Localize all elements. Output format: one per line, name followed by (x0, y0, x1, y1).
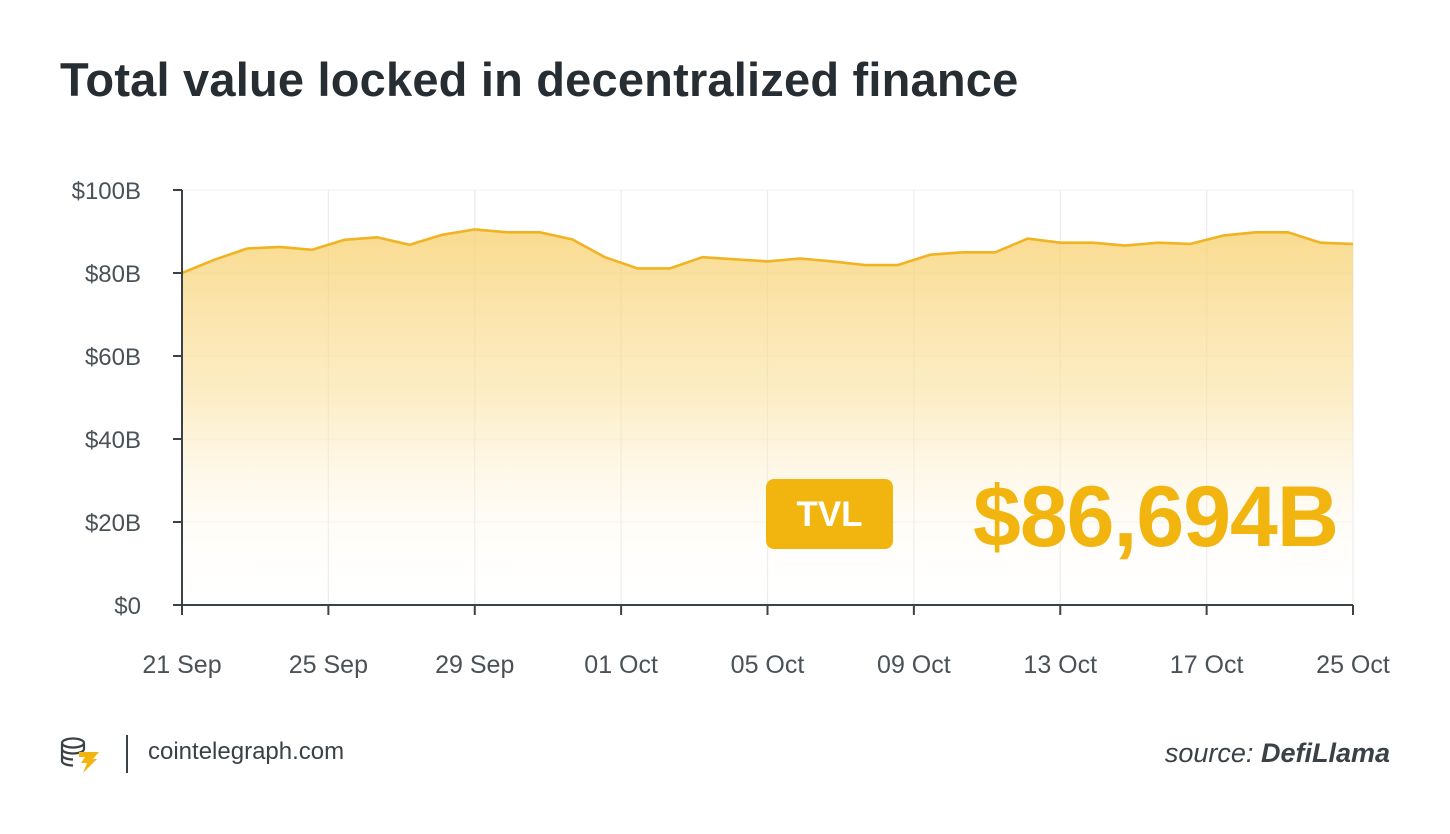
footer-site: cointelegraph.com (148, 738, 345, 765)
y-tick-label: $80B (85, 261, 141, 288)
cointelegraph-logo-icon (60, 737, 99, 773)
x-tick-label: 05 Oct (731, 651, 805, 679)
tvl-value: $86,694B (973, 469, 1339, 565)
x-tick-label: 25 Oct (1316, 651, 1390, 679)
source-name: DefiLlama (1260, 738, 1390, 768)
y-tick-label: $20B (85, 510, 141, 537)
tvl-line (181, 228, 1354, 275)
x-tick-label: 13 Oct (1023, 651, 1097, 679)
x-tick-label: 25 Sep (289, 651, 368, 679)
x-tick-label: 09 Oct (877, 651, 951, 679)
y-tick-label: $0 (114, 593, 141, 620)
x-tick-label: 17 Oct (1170, 651, 1244, 679)
chart-title: Total value locked in decentralized fina… (60, 53, 1019, 106)
footer-source: source: DefiLlama (1165, 738, 1390, 769)
source-prefix: source: (1164, 738, 1254, 768)
footer-separator (126, 735, 128, 773)
tvl-badge: TVL (766, 479, 893, 549)
tvl-area-fill (182, 229, 1353, 605)
y-tick-label: $100B (72, 178, 141, 205)
y-tick-label: $40B (85, 427, 141, 454)
x-tick-label: 21 Sep (142, 651, 221, 679)
x-tick-label: 01 Oct (584, 651, 658, 679)
x-tick-label: 29 Sep (435, 651, 514, 679)
y-tick-label: $60B (85, 344, 141, 371)
